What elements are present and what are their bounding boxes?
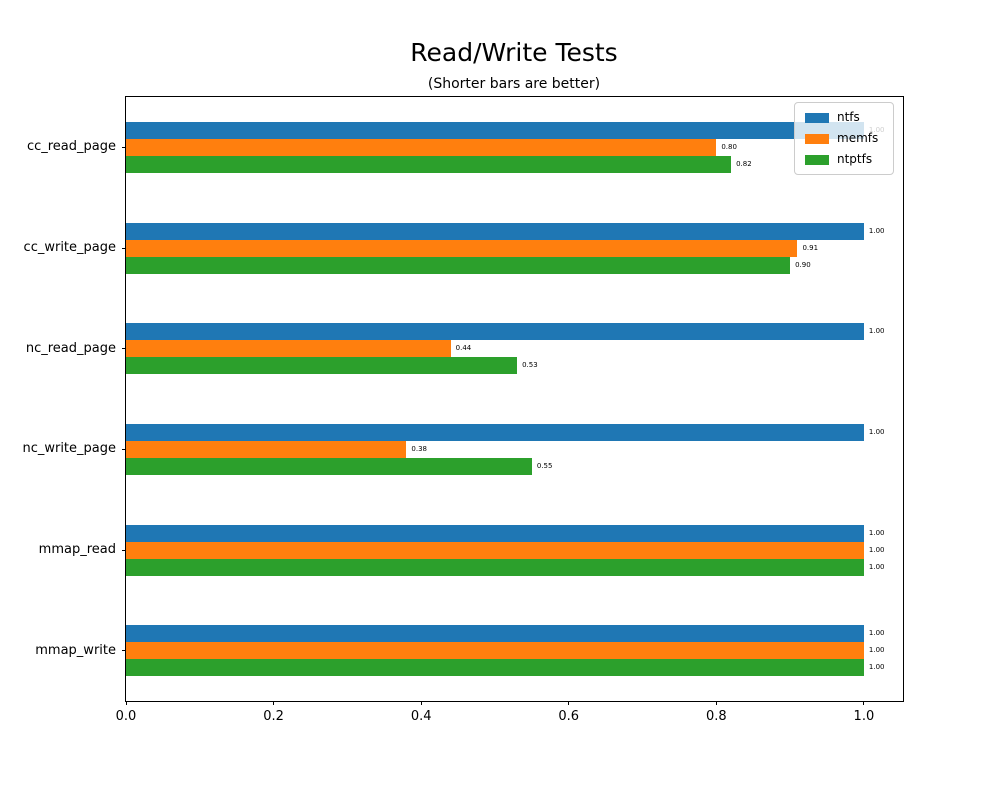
x-tick-mark [568,701,570,705]
legend: ntfs memfs ntptfs [794,102,894,175]
chart-subtitle: (Shorter bars are better) [427,76,601,92]
bar-value-label: 1.00 [868,562,885,571]
bar-value-label: 1.00 [868,528,885,537]
bar-ntfs-mmap_read [126,524,864,542]
legend-item-ntptfs: ntptfs [805,153,883,166]
bar-ntptfs-mmap_read [126,558,864,576]
legend-label-ntptfs: ntptfs [837,152,873,166]
bar-value-label: 1.00 [868,545,885,554]
bar-ntptfs-cc_read_page [126,155,732,173]
bar-ntptfs-nc_read_page [126,357,518,375]
bar-memfs-nc_read_page [126,340,451,358]
bar-memfs-cc_read_page [126,138,717,156]
bar-value-label: 0.82 [736,159,752,168]
y-tick-mark [122,247,126,249]
bar-ntfs-cc_read_page [126,121,864,139]
bar-ntfs-nc_read_page [126,323,864,341]
legend-item-memfs: memfs [805,132,883,145]
bar-value-label: 0.53 [522,361,538,370]
bar-value-label: 0.80 [721,142,737,151]
y-tick-mark [122,448,126,450]
x-tick-label-1.0: 1.0 [853,709,875,724]
legend-label-memfs: memfs [837,131,879,145]
y-tick-label-nc_write_page: nc_write_page [22,441,116,457]
chart-title: Read/Write Tests [410,38,618,67]
bar-ntfs-mmap_write [126,625,864,643]
bar-memfs-mmap_write [126,642,864,660]
bar-ntfs-cc_write_page [126,222,864,240]
bar-value-label: 0.90 [795,260,811,269]
bar-value-label: 1.00 [868,629,885,638]
bar-value-label: 0.55 [536,461,553,470]
x-tick-label-0.4: 0.4 [410,709,432,724]
legend-label-ntfs: ntfs [837,110,860,124]
bar-memfs-cc_write_page [126,239,798,257]
x-tick-label-0.6: 0.6 [558,709,580,724]
bar-value-label: 1.00 [868,646,885,655]
x-tick-mark [863,701,865,705]
y-tick-label-nc_read_page: nc_read_page [25,340,116,356]
y-tick-mark [122,650,126,652]
y-tick-label-mmap_write: mmap_write [35,642,116,658]
bar-value-label: 1.00 [868,663,885,672]
y-tick-label-cc_read_page: cc_read_page [26,139,116,155]
x-tick-mark [125,701,127,705]
legend-swatch-memfs [805,133,829,144]
bar-value-label: 1.00 [868,427,885,436]
bar-value-label: 0.44 [455,344,472,353]
plot-area: 1.000.800.821.000.910.901.000.440.531.00… [22,96,904,724]
bar-value-label: 1.00 [868,327,885,336]
y-tick-label-cc_write_page: cc_write_page [23,240,116,255]
y-tick-mark [122,146,126,148]
x-tick-label-0.2: 0.2 [263,709,284,724]
y-tick-mark [122,549,126,551]
x-tick-label-0.0: 0.0 [115,709,137,724]
x-tick-mark [273,701,275,705]
x-tick-label-0.8: 0.8 [705,709,727,724]
bar-memfs-mmap_read [126,541,864,559]
bar-ntptfs-mmap_write [126,659,864,677]
bar-ntfs-nc_write_page [126,423,864,441]
legend-item-ntfs: ntfs [805,111,883,124]
bar-value-label: 0.38 [411,444,427,453]
legend-swatch-ntfs [805,112,829,123]
bar-ntptfs-cc_write_page [126,256,791,274]
bar-ntptfs-nc_write_page [126,457,532,475]
y-tick-mark [122,348,126,350]
x-tick-mark [715,701,717,705]
x-tick-mark [420,701,422,705]
bar-value-label: 1.00 [868,226,885,235]
y-tick-label-mmap_read: mmap_read [38,542,116,557]
bar-memfs-nc_write_page [126,440,407,458]
legend-swatch-ntptfs [805,154,829,165]
bar-value-label: 0.91 [802,243,819,252]
